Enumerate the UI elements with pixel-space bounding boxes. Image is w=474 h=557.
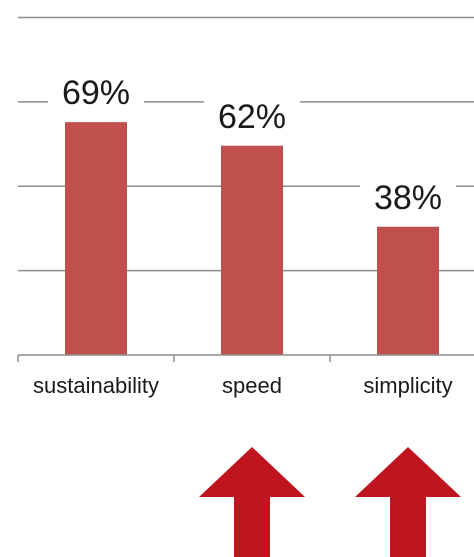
data-labels: 69% 62% 38%: [48, 74, 456, 219]
x-tick-labels: sustainability speed simplicity: [33, 373, 453, 398]
data-label-speed: 62%: [218, 98, 286, 136]
bar-sustainability: [65, 122, 127, 355]
bar-speed: [221, 145, 283, 355]
x-tick-label-sustainability: sustainability: [33, 373, 159, 398]
up-arrow-icon: [199, 447, 305, 557]
data-label-background: [48, 74, 144, 115]
up-arrow-icon: [355, 447, 461, 557]
x-tick-label-simplicity: simplicity: [363, 373, 452, 398]
data-label-background: [204, 97, 300, 138]
bar-simplicity: [377, 226, 439, 355]
x-axis: [17, 354, 474, 362]
data-label-background: [360, 178, 456, 219]
annotation-arrows: [199, 447, 461, 557]
x-tick-label-speed: speed: [222, 373, 282, 398]
data-label-simplicity: 38%: [374, 179, 442, 217]
bars: [65, 122, 439, 355]
data-label-sustainability: 69%: [62, 74, 130, 112]
